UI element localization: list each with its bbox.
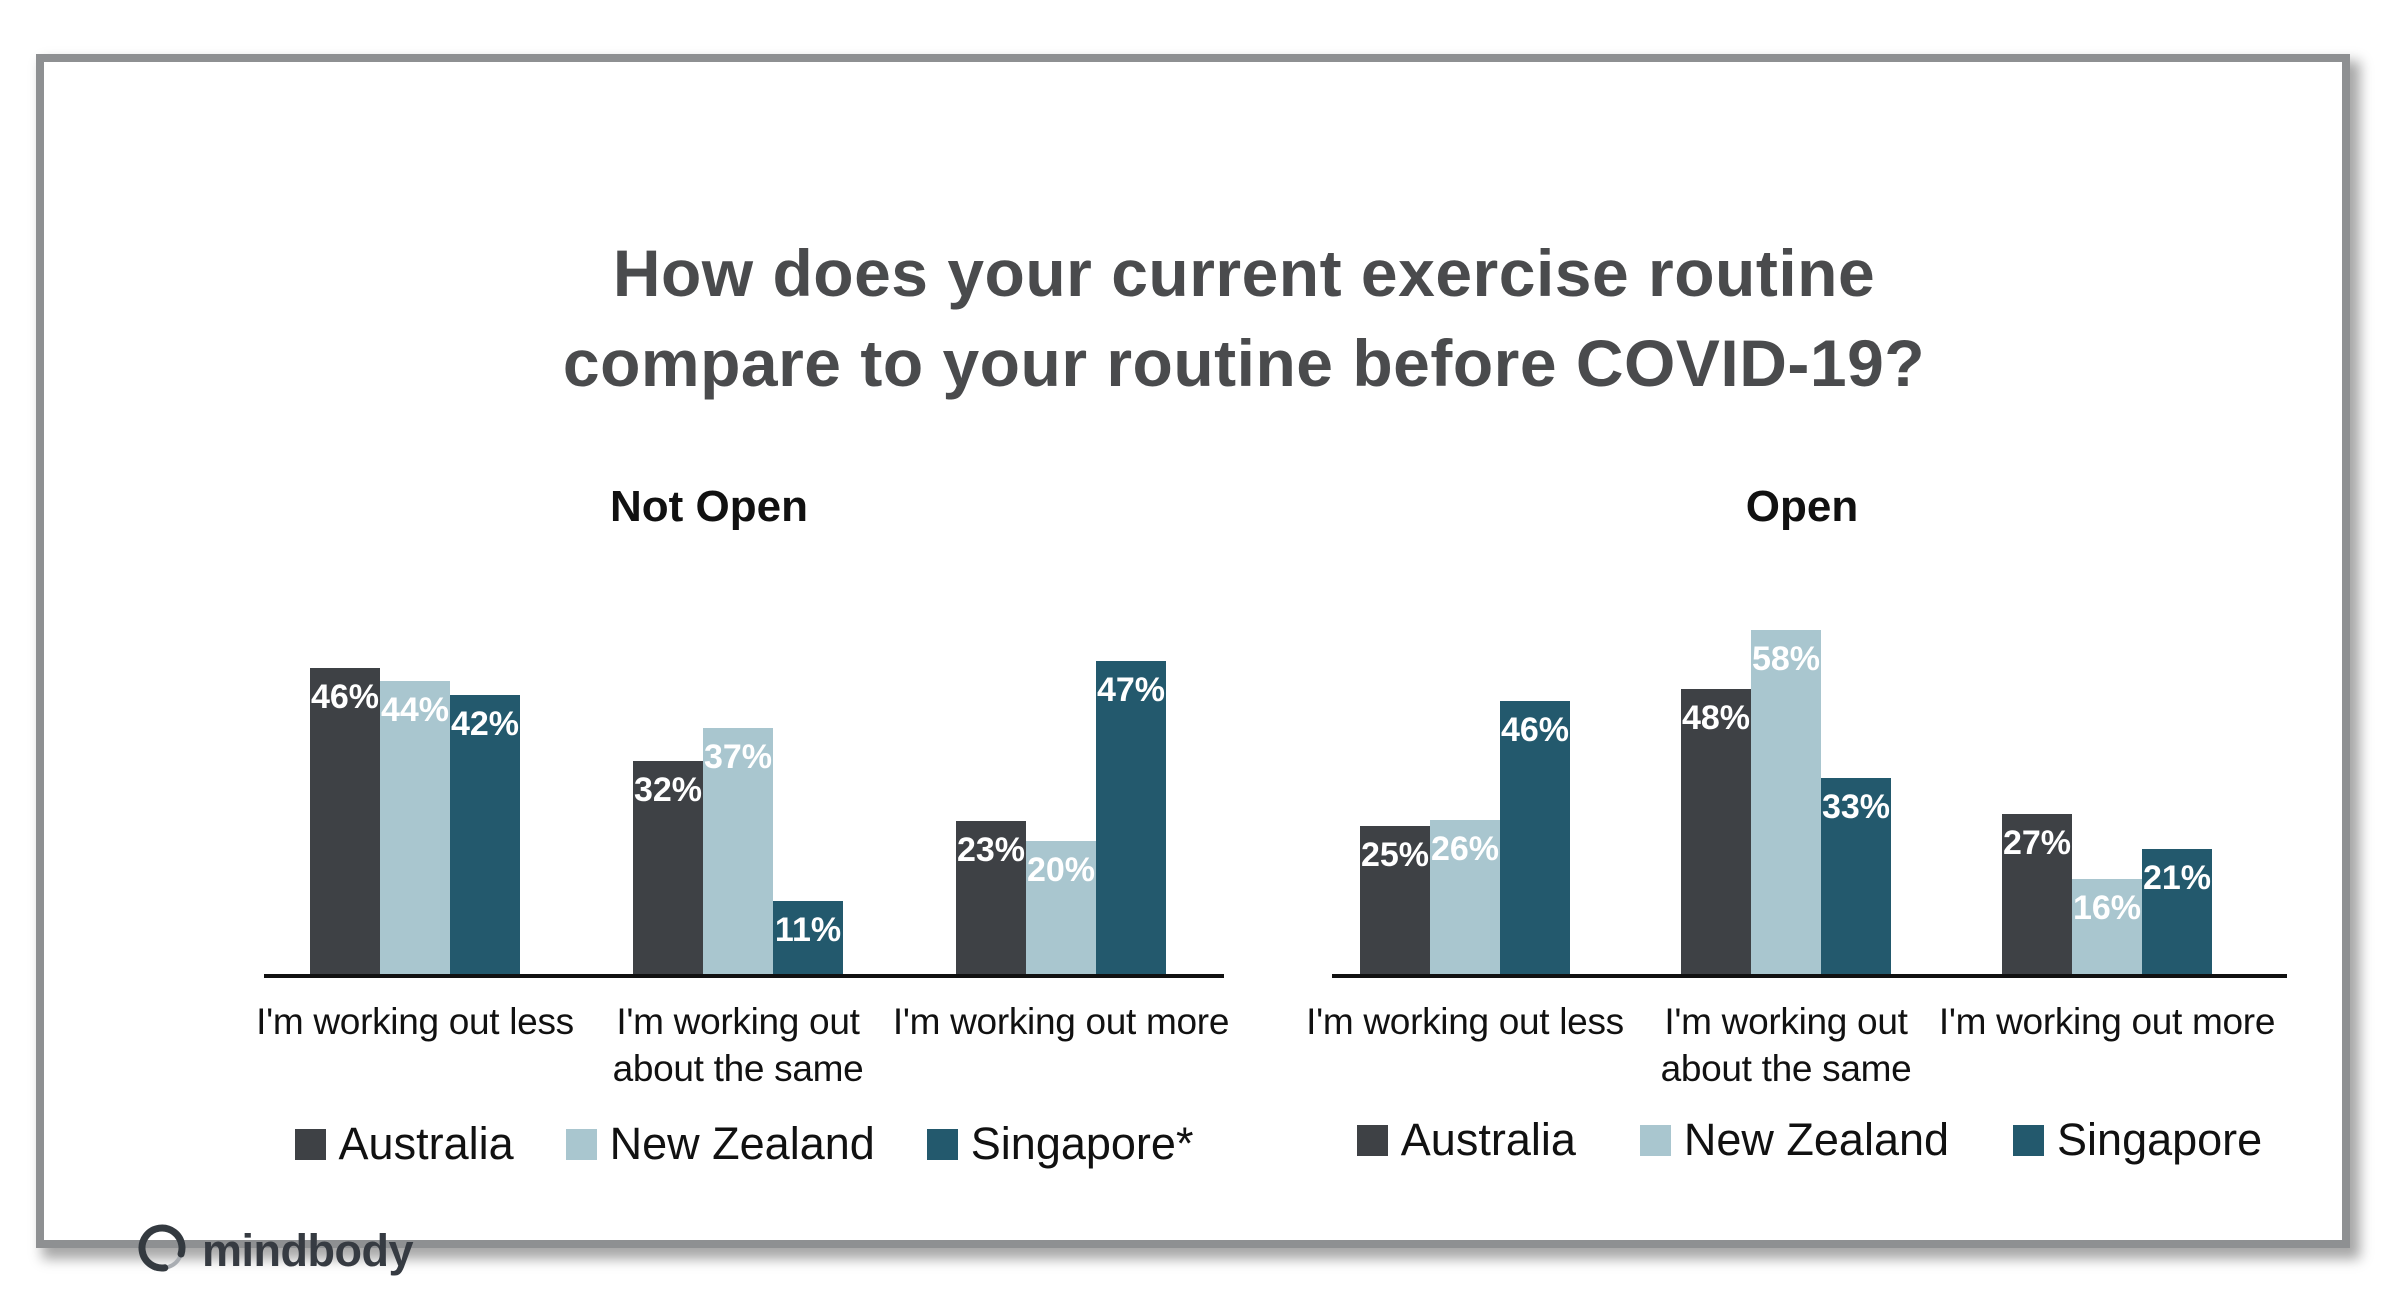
- bar-new-zealand: 26%: [1430, 820, 1500, 974]
- bar-value-label: 46%: [310, 678, 380, 716]
- bar-australia: 32%: [633, 761, 703, 974]
- bar-value-label: 58%: [1751, 640, 1821, 678]
- legend-item-singapore: Singapore: [2013, 1114, 2262, 1166]
- legend-item-newzealand: New Zealand: [565, 1118, 875, 1170]
- category-label: I'm working out about the same: [1660, 1001, 1912, 1089]
- legend-item-newzealand: New Zealand: [1639, 1114, 1950, 1166]
- bar-singapore: 21%: [2142, 849, 2212, 974]
- bar-new-zealand: 16%: [2072, 879, 2142, 974]
- legend-item-singapore: Singapore*: [926, 1118, 1194, 1170]
- bar-australia: 27%: [2002, 814, 2072, 974]
- bar-value-label: 20%: [1026, 851, 1096, 889]
- bar-value-label: 47%: [1096, 671, 1166, 709]
- bar-singapore: 11%: [773, 901, 843, 974]
- bar-new-zealand: 37%: [703, 728, 773, 974]
- page-title-line-1: How does your current exercise routine: [612, 236, 1876, 310]
- bar-singapore: 46%: [1500, 701, 1570, 974]
- bar-value-label: 48%: [1681, 699, 1751, 737]
- mindbody-logo-text: mindbody: [202, 1224, 413, 1276]
- chart-heading-open: Open: [1745, 482, 1859, 531]
- legend-label: Australia: [1400, 1114, 1576, 1165]
- category-label: I'm working out about the same: [612, 1001, 864, 1089]
- bar-australia: 48%: [1681, 689, 1751, 974]
- mindbody-logo: mindbody: [136, 1222, 413, 1279]
- legend-not-open: Australia New Zealand Singapore*: [264, 1118, 1224, 1170]
- legend-swatch-icon: [2013, 1124, 2045, 1156]
- bar-value-label: 37%: [703, 738, 773, 776]
- bar-value-label: 11%: [774, 911, 842, 949]
- legend-swatch-icon: [926, 1128, 958, 1160]
- bar-value-label: 27%: [2002, 824, 2072, 862]
- page-title-line-2: compare to your routine before COVID-19?: [562, 326, 1926, 400]
- bar-new-zealand: 58%: [1751, 630, 1821, 974]
- page-title: How does your current exercise routine c…: [44, 228, 2400, 408]
- legend-swatch-icon: [294, 1128, 326, 1160]
- bar-value-label: 16%: [2072, 889, 2142, 927]
- bar-value-label: 23%: [956, 831, 1026, 869]
- legend-label: New Zealand: [609, 1118, 875, 1169]
- legend-swatch-icon: [1356, 1124, 1388, 1156]
- bar-singapore: 47%: [1096, 661, 1166, 974]
- legend-label: Australia: [338, 1118, 514, 1169]
- bar-value-label: 32%: [633, 771, 703, 809]
- legend-label: Singapore: [2057, 1114, 2263, 1165]
- bar-singapore: 33%: [1821, 778, 1891, 974]
- category-label: I'm working out less: [256, 1001, 574, 1042]
- bar-new-zealand: 20%: [1026, 841, 1096, 974]
- bar-australia: 25%: [1360, 826, 1430, 974]
- legend-label: Singapore*: [970, 1118, 1194, 1169]
- bar-value-label: 42%: [450, 705, 520, 743]
- x-axis-line-open: [1332, 974, 2287, 978]
- category-label: I'm working out more: [892, 1001, 1230, 1042]
- bar-value-label: 44%: [380, 691, 450, 729]
- bar-value-label: 46%: [1500, 711, 1570, 749]
- chart-heading-not-open: Not Open: [610, 482, 808, 531]
- legend-item-australia: Australia: [1356, 1114, 1576, 1166]
- bar-value-label: 25%: [1360, 836, 1430, 874]
- bar-new-zealand: 44%: [380, 681, 450, 974]
- bar-australia: 46%: [310, 668, 380, 974]
- chart-card: How does your current exercise routine c…: [36, 54, 2350, 1276]
- legend-swatch-icon: [565, 1128, 597, 1160]
- legend-item-australia: Australia: [294, 1118, 514, 1170]
- category-label: I'm working out more: [1938, 1001, 2276, 1042]
- legend-label: New Zealand: [1683, 1114, 1950, 1165]
- bar-singapore: 42%: [450, 695, 520, 974]
- bar-value-label: 33%: [1821, 788, 1891, 826]
- legend-swatch-icon: [1639, 1124, 1671, 1156]
- enso-circle-icon: [136, 1222, 188, 1279]
- legend-open: Australia New Zealand Singapore: [1332, 1114, 2287, 1166]
- bar-value-label: 21%: [2142, 859, 2212, 897]
- plot-area-not-open: 46% 44% 42% I'm working out less 32% 37% 11% I'…: [44, 62, 2400, 1300]
- category-label: I'm working out less: [1306, 1001, 1624, 1042]
- x-axis-line-not-open: [264, 974, 1224, 978]
- bar-australia: 23%: [956, 821, 1026, 974]
- bar-value-label: 26%: [1430, 830, 1500, 868]
- plot-area-open: 25% 26% 46% I'm working out less 48% 58% 33% I'…: [44, 62, 2400, 1300]
